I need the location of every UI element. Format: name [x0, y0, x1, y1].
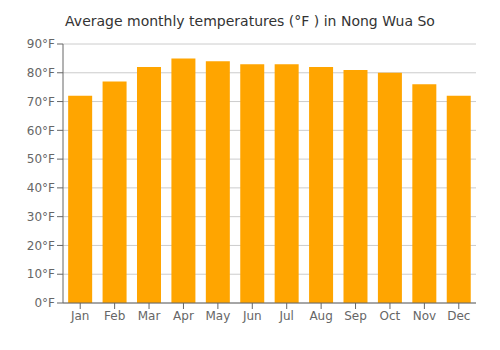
svg-text:Aug: Aug	[309, 309, 332, 323]
svg-text:80°F: 80°F	[27, 66, 55, 80]
svg-text:Mar: Mar	[138, 309, 161, 323]
svg-text:10°F: 10°F	[27, 267, 55, 281]
svg-text:Jul: Jul	[278, 309, 293, 323]
svg-text:90°F: 90°F	[27, 37, 55, 51]
svg-text:Jan: Jan	[70, 309, 90, 323]
svg-text:Sep: Sep	[344, 309, 367, 323]
svg-text:Feb: Feb	[104, 309, 125, 323]
svg-text:0°F: 0°F	[34, 296, 55, 310]
svg-text:Jun: Jun	[242, 309, 262, 323]
svg-text:May: May	[205, 309, 230, 323]
html-text:Average monthly temperatures (: Average monthly temperatures (°F ) in No…	[65, 13, 435, 29]
svg-text:50°F: 50°F	[27, 152, 55, 166]
svg-text:Dec: Dec	[447, 309, 470, 323]
svg-text:Nov: Nov	[413, 309, 436, 323]
svg-text:20°F: 20°F	[27, 239, 55, 253]
svg-text:60°F: 60°F	[27, 124, 55, 138]
svg-text:Oct: Oct	[380, 309, 401, 323]
svg-text:40°F: 40°F	[27, 181, 55, 195]
svg-text:70°F: 70°F	[27, 95, 55, 109]
svg-text:Apr: Apr	[173, 309, 194, 323]
svg-text:30°F: 30°F	[27, 210, 55, 224]
